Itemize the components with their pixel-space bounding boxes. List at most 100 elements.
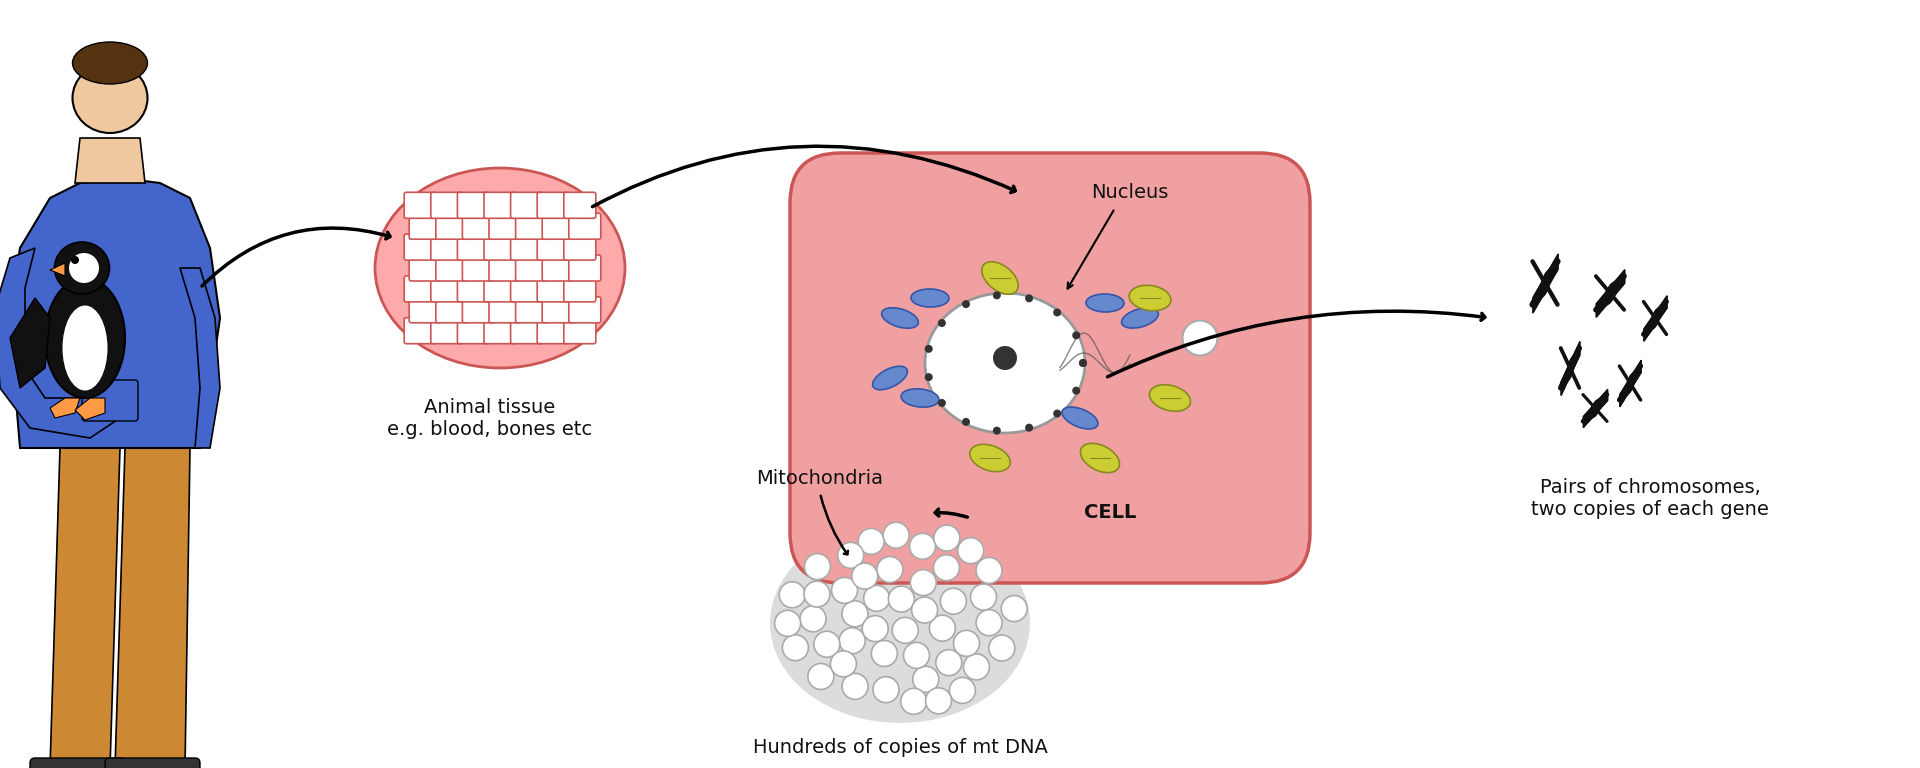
Circle shape bbox=[970, 584, 996, 610]
Circle shape bbox=[1025, 424, 1033, 432]
Circle shape bbox=[831, 578, 858, 604]
Ellipse shape bbox=[69, 253, 100, 283]
FancyBboxPatch shape bbox=[436, 255, 468, 281]
FancyBboxPatch shape bbox=[436, 214, 468, 239]
Ellipse shape bbox=[872, 366, 908, 390]
Circle shape bbox=[831, 651, 856, 677]
Ellipse shape bbox=[1123, 306, 1158, 329]
FancyBboxPatch shape bbox=[541, 214, 574, 239]
Circle shape bbox=[912, 667, 939, 692]
FancyBboxPatch shape bbox=[484, 318, 516, 344]
Polygon shape bbox=[10, 298, 50, 388]
Circle shape bbox=[975, 558, 1002, 584]
Circle shape bbox=[874, 677, 899, 703]
Polygon shape bbox=[50, 448, 119, 768]
Circle shape bbox=[935, 650, 962, 676]
Circle shape bbox=[993, 346, 1018, 370]
Circle shape bbox=[1054, 309, 1062, 316]
Circle shape bbox=[1000, 595, 1027, 621]
Circle shape bbox=[937, 399, 947, 407]
FancyBboxPatch shape bbox=[405, 318, 436, 344]
Polygon shape bbox=[50, 398, 81, 418]
Ellipse shape bbox=[73, 42, 148, 84]
Circle shape bbox=[937, 319, 947, 327]
FancyBboxPatch shape bbox=[457, 234, 490, 260]
Circle shape bbox=[975, 610, 1002, 636]
Ellipse shape bbox=[1183, 320, 1217, 356]
Polygon shape bbox=[180, 268, 221, 448]
FancyBboxPatch shape bbox=[430, 276, 463, 302]
Ellipse shape bbox=[1081, 444, 1119, 472]
Polygon shape bbox=[115, 448, 190, 768]
FancyBboxPatch shape bbox=[436, 296, 468, 323]
FancyBboxPatch shape bbox=[457, 318, 490, 344]
Circle shape bbox=[837, 542, 864, 568]
Circle shape bbox=[993, 291, 1000, 300]
Ellipse shape bbox=[54, 242, 109, 294]
FancyBboxPatch shape bbox=[541, 255, 574, 281]
Ellipse shape bbox=[770, 523, 1029, 723]
Ellipse shape bbox=[63, 306, 108, 390]
FancyBboxPatch shape bbox=[516, 214, 547, 239]
Circle shape bbox=[858, 528, 883, 554]
FancyBboxPatch shape bbox=[106, 758, 200, 768]
Ellipse shape bbox=[981, 263, 1020, 293]
Ellipse shape bbox=[374, 168, 626, 368]
Circle shape bbox=[933, 554, 960, 581]
Circle shape bbox=[801, 606, 826, 632]
Circle shape bbox=[843, 674, 868, 700]
Circle shape bbox=[964, 654, 989, 680]
Circle shape bbox=[889, 586, 914, 612]
Circle shape bbox=[814, 631, 839, 657]
Ellipse shape bbox=[912, 288, 948, 308]
FancyBboxPatch shape bbox=[463, 296, 495, 323]
FancyBboxPatch shape bbox=[430, 318, 463, 344]
Circle shape bbox=[925, 373, 933, 381]
Circle shape bbox=[1079, 359, 1087, 367]
FancyBboxPatch shape bbox=[511, 192, 543, 218]
Ellipse shape bbox=[970, 445, 1010, 471]
Circle shape bbox=[893, 617, 918, 644]
Text: Animal tissue
e.g. blood, bones etc: Animal tissue e.g. blood, bones etc bbox=[388, 398, 593, 439]
Circle shape bbox=[783, 634, 808, 660]
FancyBboxPatch shape bbox=[541, 296, 574, 323]
Circle shape bbox=[1071, 331, 1081, 339]
Ellipse shape bbox=[1148, 386, 1190, 411]
FancyBboxPatch shape bbox=[511, 234, 543, 260]
FancyBboxPatch shape bbox=[538, 234, 568, 260]
Circle shape bbox=[862, 616, 889, 641]
FancyBboxPatch shape bbox=[484, 192, 516, 218]
Circle shape bbox=[910, 533, 935, 559]
Circle shape bbox=[1079, 359, 1087, 367]
Ellipse shape bbox=[1087, 294, 1123, 312]
Polygon shape bbox=[0, 248, 119, 438]
Circle shape bbox=[993, 427, 1000, 435]
Circle shape bbox=[929, 615, 956, 641]
FancyBboxPatch shape bbox=[409, 214, 442, 239]
Ellipse shape bbox=[44, 278, 125, 398]
FancyBboxPatch shape bbox=[568, 255, 601, 281]
Circle shape bbox=[852, 563, 877, 589]
Circle shape bbox=[910, 570, 937, 596]
FancyBboxPatch shape bbox=[484, 234, 516, 260]
Circle shape bbox=[808, 664, 833, 690]
Circle shape bbox=[933, 525, 960, 551]
FancyBboxPatch shape bbox=[463, 255, 495, 281]
FancyBboxPatch shape bbox=[409, 255, 442, 281]
Circle shape bbox=[912, 597, 937, 623]
Circle shape bbox=[804, 581, 829, 607]
Circle shape bbox=[780, 582, 804, 607]
FancyBboxPatch shape bbox=[405, 234, 436, 260]
FancyBboxPatch shape bbox=[409, 296, 442, 323]
Polygon shape bbox=[10, 178, 221, 448]
Circle shape bbox=[804, 554, 831, 580]
Text: Nucleus: Nucleus bbox=[1091, 184, 1169, 203]
Circle shape bbox=[883, 522, 910, 548]
Circle shape bbox=[864, 585, 889, 611]
Text: Mitochondria: Mitochondria bbox=[756, 468, 883, 488]
Ellipse shape bbox=[1062, 409, 1098, 427]
FancyBboxPatch shape bbox=[31, 758, 125, 768]
FancyBboxPatch shape bbox=[405, 276, 436, 302]
FancyBboxPatch shape bbox=[568, 214, 601, 239]
FancyBboxPatch shape bbox=[484, 276, 516, 302]
